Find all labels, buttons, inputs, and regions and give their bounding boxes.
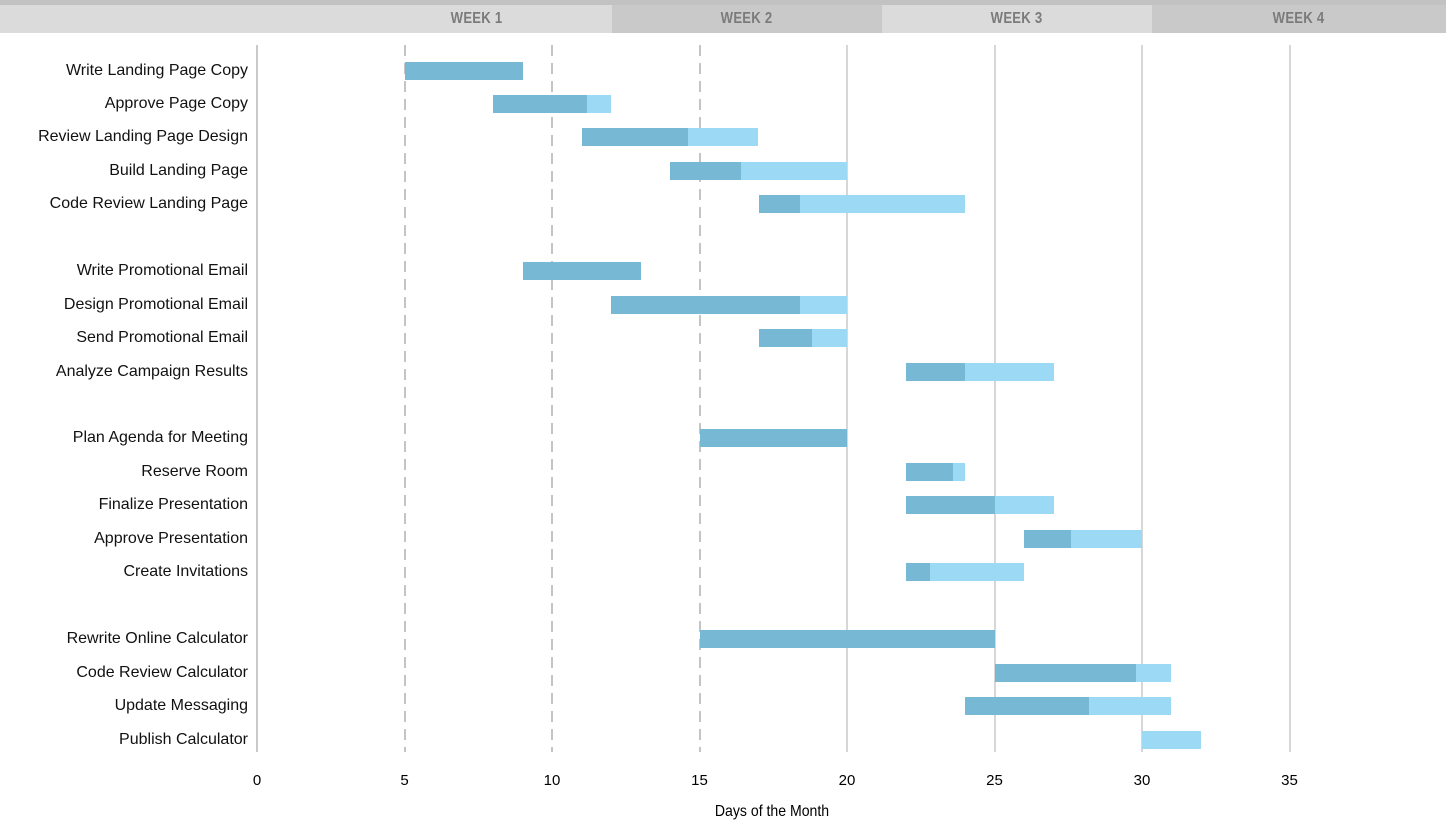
task-label: Finalize Presentation [98, 496, 248, 514]
bar-remaining-segment [811, 329, 847, 348]
bar-complete-segment [906, 563, 930, 582]
bar-remaining-segment [799, 195, 965, 214]
gridline-day-20 [846, 45, 848, 752]
gridline-day-5 [403, 45, 406, 752]
x-tick-label-30: 30 [1133, 772, 1151, 789]
gantt-bar [699, 630, 995, 649]
x-axis-title: Days of the Month [714, 803, 830, 820]
bar-remaining-segment [1142, 730, 1201, 749]
x-tick-label-10: 10 [543, 772, 561, 789]
bar-complete-segment [965, 697, 1089, 716]
task-label: Reserve Room [141, 462, 248, 480]
bar-remaining-segment [740, 161, 847, 180]
week-header-label: WEEK 1 [451, 10, 503, 27]
task-label: Send Promotional Email [76, 329, 248, 347]
bar-remaining-segment [799, 295, 847, 314]
bar-complete-segment [1024, 529, 1072, 548]
bar-remaining-segment [929, 563, 1024, 582]
bar-complete-segment [522, 262, 641, 281]
bar-remaining-segment [953, 462, 965, 481]
task-label: Analyze Campaign Results [55, 362, 248, 380]
week-header-segment-1: WEEK 1 [342, 5, 612, 33]
bar-remaining-segment [687, 128, 759, 147]
gantt-bar [758, 195, 966, 214]
bar-complete-segment [699, 429, 847, 448]
task-label: Approve Page Copy [104, 94, 248, 112]
gridline-day-25 [993, 45, 996, 752]
bar-complete-segment [758, 329, 812, 348]
week-header-band: WEEK 1 WEEK 2 WEEK 3 WEEK 4 [0, 5, 1446, 33]
gridline-day-15 [698, 45, 701, 752]
bar-complete-segment [906, 362, 965, 381]
gantt-bar [699, 429, 847, 448]
task-label: Design Promotional Email [63, 295, 248, 313]
gantt-bar [965, 697, 1172, 716]
header-top-stripe [0, 0, 1446, 5]
gantt-bar [906, 563, 1024, 582]
task-label: Publish Calculator [119, 730, 248, 748]
bar-complete-segment [404, 61, 523, 80]
gridline-day-0 [256, 45, 258, 752]
gantt-bar [1142, 730, 1201, 749]
task-label: Approve Presentation [94, 529, 248, 547]
gantt-bar [1024, 529, 1142, 548]
bar-complete-segment [906, 496, 995, 515]
gridline-day-10 [551, 45, 553, 752]
task-label: Write Landing Page Copy [65, 61, 248, 79]
week-header-label: WEEK 4 [1273, 10, 1325, 27]
task-label: Code Review Landing Page [49, 195, 248, 213]
gantt-bar [522, 262, 641, 281]
x-tick-label-20: 20 [838, 772, 856, 789]
task-label: Create Invitations [123, 563, 248, 581]
task-label: Write Promotional Email [76, 262, 248, 280]
week-header-label: WEEK 2 [721, 10, 773, 27]
bar-remaining-segment [1136, 663, 1172, 682]
task-label: Code Review Calculator [76, 663, 248, 681]
gantt-bar [758, 329, 848, 348]
bar-remaining-segment [1088, 697, 1172, 716]
gantt-bar [670, 161, 847, 180]
gantt-bar [906, 496, 1054, 515]
x-tick-label-25: 25 [986, 772, 1003, 789]
task-label: Rewrite Online Calculator [66, 630, 248, 648]
week-header-segment-4: WEEK 4 [1152, 5, 1446, 33]
task-label: Update Messaging [114, 697, 248, 715]
gantt-bar [581, 128, 759, 147]
bar-remaining-segment [965, 362, 1054, 381]
bar-complete-segment [670, 161, 741, 180]
gantt-bar [404, 61, 523, 80]
bar-remaining-segment [587, 94, 611, 113]
gantt-bar [994, 663, 1172, 682]
gantt-bar [493, 94, 611, 113]
week-header-segment-2: WEEK 2 [612, 5, 882, 33]
bar-remaining-segment [1071, 529, 1142, 548]
bar-complete-segment [611, 295, 800, 314]
x-tick-label-35: 35 [1281, 772, 1298, 789]
x-tick-label-0: 0 [252, 772, 262, 789]
bar-complete-segment [493, 94, 588, 113]
x-tick-label-5: 5 [400, 772, 409, 789]
gridline-day-30 [1141, 45, 1143, 752]
bar-complete-segment [994, 663, 1137, 682]
gantt-bar [611, 295, 847, 314]
bar-remaining-segment [994, 496, 1054, 515]
bar-complete-segment [758, 195, 800, 214]
gridline-day-35 [1288, 45, 1291, 752]
week-header-label: WEEK 3 [991, 10, 1043, 27]
task-label: Build Landing Page [109, 161, 248, 179]
x-tick-label-15: 15 [691, 772, 708, 789]
gantt-bar [906, 362, 1054, 381]
gantt-bar [906, 462, 965, 481]
task-label: Review Landing Page Design [38, 128, 248, 146]
week-header-segment-3: WEEK 3 [882, 5, 1152, 33]
task-label: Plan Agenda for Meeting [72, 429, 248, 447]
bar-complete-segment [581, 128, 688, 147]
bar-complete-segment [906, 462, 954, 481]
bar-complete-segment [699, 630, 995, 649]
